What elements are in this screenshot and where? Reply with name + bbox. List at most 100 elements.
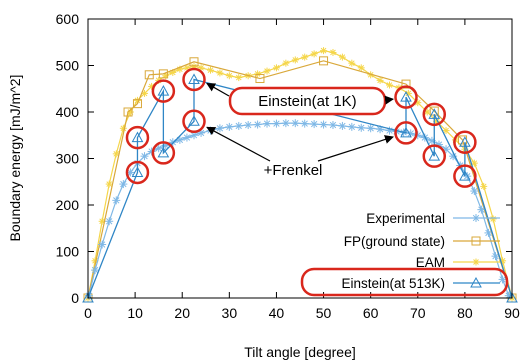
data-point: [263, 119, 272, 128]
axes: 0 10 20 30 40 50 60 70 80 90 0 100 200 300 400 500 600: [56, 11, 520, 321]
data-point: [157, 85, 170, 96]
data-point: [357, 64, 365, 72]
data-point: [489, 215, 497, 223]
highlight-circle: [151, 79, 176, 103]
data-point: [140, 152, 149, 161]
data-point: [376, 76, 384, 84]
highlight-circle: [422, 144, 447, 168]
y-tick-label: 100: [56, 244, 80, 260]
data-point: [272, 119, 281, 128]
data-point: [386, 81, 394, 89]
data-point: [98, 240, 107, 249]
data-point: [272, 64, 280, 72]
x-tick-label: 60: [363, 305, 379, 321]
data-point: [206, 66, 214, 74]
data-point: [189, 57, 199, 67]
data-point: [319, 120, 328, 129]
data-point: [401, 79, 411, 89]
highlight-circle: [422, 102, 447, 127]
data-point: [470, 159, 478, 167]
data-point: [310, 120, 319, 129]
data-point: [491, 252, 500, 261]
data-point: [400, 126, 412, 138]
legend: Experimental FP(ground state) EAM Einstein(…: [300, 211, 509, 297]
data-point: [338, 121, 347, 130]
data-point: [131, 166, 144, 177]
x-tick-label: 90: [504, 305, 520, 321]
highlight-circle: [453, 130, 477, 154]
data-point: [484, 228, 493, 237]
annotation-arrow: [317, 135, 394, 162]
legend-label: EAM: [416, 255, 445, 270]
data-point: [291, 56, 299, 64]
data-point: [301, 53, 309, 61]
y-axis-title: Boundary energy [mJ/m^2]: [7, 75, 23, 242]
x-axis-title: Tilt angle [degree]: [244, 344, 356, 360]
data-point: [216, 69, 224, 77]
y-tick-label: 300: [56, 151, 80, 167]
data-point: [158, 69, 168, 79]
data-point: [234, 121, 243, 130]
data-point: [131, 131, 144, 143]
legend-item-experimental: Experimental: [366, 211, 500, 226]
data-point: [459, 170, 471, 181]
highlight-circle: [394, 121, 418, 145]
highlight-circle: [182, 67, 206, 92]
annotation-einstein-1k: Einstein(at 1K): [258, 93, 356, 110]
x-tick-label: 70: [410, 305, 426, 321]
data-point: [253, 120, 262, 129]
data-point: [119, 180, 128, 189]
plot-frame: [87, 18, 513, 299]
y-tick-label: 600: [56, 11, 80, 27]
data-point: [329, 48, 337, 56]
legend-swatch-marker: [472, 214, 480, 222]
data-point: [310, 50, 318, 58]
annotation-arrow: [384, 95, 394, 105]
series-experimental: [84, 119, 513, 300]
data-point: [347, 122, 356, 131]
data-point: [291, 119, 300, 128]
data-point: [338, 53, 346, 61]
data-point: [215, 124, 224, 133]
x-tick-label: 30: [222, 305, 238, 321]
data-point: [281, 119, 290, 128]
data-point: [498, 275, 507, 284]
data-point: [328, 121, 337, 130]
data-point: [105, 180, 113, 188]
plot-area: [82, 47, 518, 303]
legend-swatch-marker: [471, 236, 481, 246]
legend-item-fp-ground-state: FP(ground state): [344, 234, 500, 249]
data-point: [105, 217, 114, 226]
data-point: [319, 56, 329, 66]
data-point: [470, 187, 479, 196]
data-point: [157, 146, 170, 158]
data-point: [225, 72, 233, 80]
y-tick-label: 500: [56, 58, 80, 74]
legend-highlight-box: [300, 267, 509, 297]
data-point: [112, 196, 121, 205]
highlight-circle: [394, 85, 418, 109]
data-point: [144, 70, 154, 80]
y-tick-label: 200: [56, 197, 80, 213]
annotation-arrow: [206, 126, 271, 162]
legend-swatch-marker: [470, 276, 482, 288]
annotation-frenkel: +Frenkel: [264, 162, 323, 179]
x-tick-label: 0: [84, 305, 92, 321]
data-point: [91, 266, 100, 275]
data-point: [442, 127, 450, 135]
legend-label: Einstein(at 513K): [341, 276, 445, 291]
data-point: [175, 135, 184, 144]
data-point: [357, 123, 366, 132]
highlight-circle: [453, 164, 477, 188]
data-point: [480, 182, 488, 190]
data-point: [255, 74, 265, 84]
legend-label: FP(ground state): [344, 234, 445, 249]
x-tick-label: 50: [316, 305, 332, 321]
data-point: [428, 108, 441, 119]
data-point: [366, 124, 375, 133]
data-point: [477, 205, 486, 214]
data-point: [254, 70, 262, 78]
data-point: [244, 121, 253, 130]
highlight-circle: [151, 141, 176, 165]
